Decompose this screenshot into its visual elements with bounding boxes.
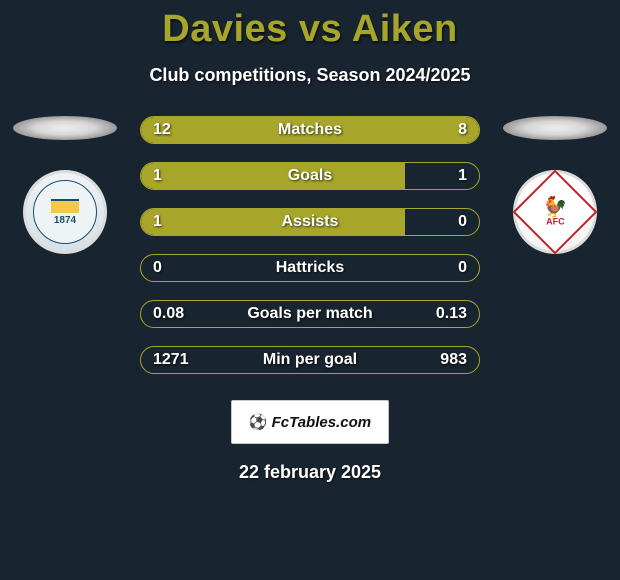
stat-row: 0.08Goals per match0.13	[140, 300, 480, 328]
stat-value-right: 0.13	[436, 301, 467, 327]
page-title: Davies vs Aiken	[0, 0, 620, 51]
stat-value-right: 0	[458, 255, 467, 281]
brand-badge: ⚽ FcTables.com	[231, 400, 389, 444]
club-right-diamond: 🐓 AFC	[513, 170, 598, 255]
stat-label: Goals per match	[141, 301, 479, 327]
stat-label: Hattricks	[141, 255, 479, 281]
soccer-ball-icon: ⚽	[249, 413, 268, 431]
stat-label: Goals	[141, 163, 479, 189]
stats-bars: 12Matches81Goals11Assists00Hattricks00.0…	[140, 116, 480, 374]
ship-icon	[51, 199, 79, 213]
stat-row: 1Assists0	[140, 208, 480, 236]
stat-value-right: 983	[440, 347, 467, 373]
club-left-crest-inner: 1874	[33, 180, 97, 244]
rooster-icon: 🐓	[543, 197, 568, 217]
stat-label: Assists	[141, 209, 479, 235]
stat-label: Matches	[141, 117, 479, 143]
club-right-short: AFC	[546, 217, 565, 227]
player-left-placeholder	[13, 116, 117, 140]
right-side: 🐓 AFC	[500, 116, 610, 254]
club-right-diamond-inner: 🐓 AFC	[543, 197, 568, 227]
page-subtitle: Club competitions, Season 2024/2025	[0, 65, 620, 86]
stat-value-right: 8	[458, 117, 467, 143]
stat-row: 1Goals1	[140, 162, 480, 190]
stat-label: Min per goal	[141, 347, 479, 373]
stat-row: 12Matches8	[140, 116, 480, 144]
stat-row: 1271Min per goal983	[140, 346, 480, 374]
club-left-year: 1874	[54, 215, 76, 226]
brand-text: FcTables.com	[272, 414, 371, 431]
comparison-layout: 1874 12Matches81Goals11Assists00Hattrick…	[0, 116, 620, 374]
player-right-placeholder	[503, 116, 607, 140]
stat-row: 0Hattricks0	[140, 254, 480, 282]
footer-date: 22 february 2025	[0, 462, 620, 483]
stat-value-right: 1	[458, 163, 467, 189]
club-right-crest: 🐓 AFC	[513, 170, 597, 254]
stat-value-right: 0	[458, 209, 467, 235]
left-side: 1874	[10, 116, 120, 254]
club-left-crest: 1874	[23, 170, 107, 254]
